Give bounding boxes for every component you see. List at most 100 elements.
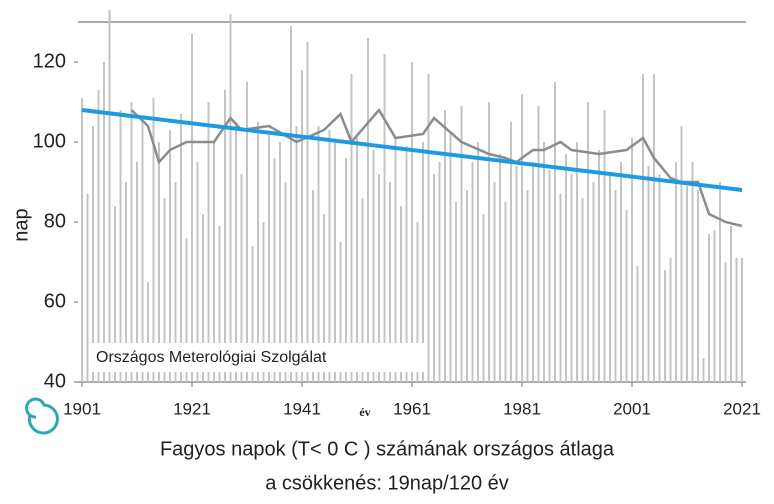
bar [103, 62, 105, 382]
x-tick-label: 1921 [173, 399, 211, 418]
bar [207, 102, 210, 382]
bar [356, 138, 358, 382]
bar [702, 358, 705, 382]
bar [218, 226, 221, 382]
bar [119, 110, 122, 382]
bar [631, 138, 633, 382]
bar [724, 262, 727, 382]
y-tick-label: 100 [33, 130, 66, 152]
bar [405, 146, 408, 382]
bar [367, 38, 369, 382]
y-axis-label: nap [10, 208, 32, 241]
bar [598, 150, 600, 382]
bar [334, 142, 336, 382]
bar [614, 190, 617, 382]
bar [174, 182, 177, 382]
bar [669, 258, 672, 382]
y-tick-label: 60 [44, 290, 66, 312]
bar [262, 222, 265, 382]
y-tick-label: 80 [44, 210, 66, 232]
bar [526, 190, 529, 382]
bar [185, 238, 188, 382]
bar [576, 142, 578, 382]
bar [466, 190, 468, 382]
bar [636, 266, 639, 382]
annotation: Országos Meterológiai Szolgálat [96, 349, 327, 366]
bar [372, 150, 375, 382]
bar [471, 162, 474, 382]
y-tick-label: 40 [44, 370, 66, 392]
bar [147, 282, 149, 382]
bar [460, 106, 463, 382]
bar [295, 126, 298, 382]
bar [510, 122, 512, 382]
logo [25, 397, 59, 435]
bar [196, 162, 199, 382]
bar [306, 42, 309, 382]
chart-title: Fagyos napok (T< 0 C ) számának országos… [160, 438, 615, 460]
bar [240, 174, 243, 382]
bar [565, 154, 567, 382]
bar [587, 102, 589, 382]
bar [163, 198, 166, 382]
bar [686, 186, 688, 382]
bar [86, 194, 89, 382]
bar [449, 134, 452, 382]
bar [559, 194, 562, 382]
bar [521, 94, 523, 382]
bar [730, 226, 732, 382]
x-tick-label: 1961 [393, 399, 431, 418]
bar [213, 142, 215, 382]
chart-subtitle: a csökkenés: 19nap/120 év [265, 472, 509, 494]
bar [97, 90, 100, 382]
bar [438, 162, 441, 382]
bar [317, 126, 320, 382]
bar [279, 142, 281, 382]
bar [477, 142, 479, 382]
bar [345, 158, 347, 382]
bar [136, 162, 138, 382]
bar [532, 162, 534, 382]
bar [570, 174, 573, 382]
bar [499, 154, 501, 382]
bar [548, 170, 551, 382]
bar [191, 34, 193, 382]
bar [361, 198, 364, 382]
bar [581, 198, 584, 382]
bar [158, 142, 160, 382]
annotation-box [90, 343, 425, 372]
bar [493, 182, 496, 382]
bar [383, 54, 386, 382]
bar [312, 190, 314, 382]
bar [394, 138, 397, 382]
bar [152, 98, 155, 382]
bar [735, 258, 738, 382]
bar [719, 182, 721, 382]
bar [642, 74, 644, 382]
bar [81, 98, 83, 382]
bar [257, 122, 259, 382]
bar [290, 26, 292, 382]
bar [427, 74, 430, 382]
bar [515, 166, 518, 382]
bar [713, 230, 716, 382]
bar [389, 182, 391, 382]
bar [554, 82, 556, 382]
bar [378, 174, 380, 382]
x-tick-label: 1941 [283, 399, 321, 418]
bar [603, 110, 606, 382]
bar [455, 202, 457, 382]
plot-area [74, 10, 746, 387]
bar [169, 130, 171, 382]
bar [268, 134, 270, 382]
bar [691, 162, 694, 382]
bar [411, 62, 413, 382]
bar [416, 222, 419, 382]
bar [323, 214, 325, 382]
bar [130, 102, 133, 382]
bar [125, 182, 127, 382]
bar [422, 142, 424, 382]
bar [339, 242, 342, 382]
x-tick-label: 1901 [63, 399, 101, 418]
